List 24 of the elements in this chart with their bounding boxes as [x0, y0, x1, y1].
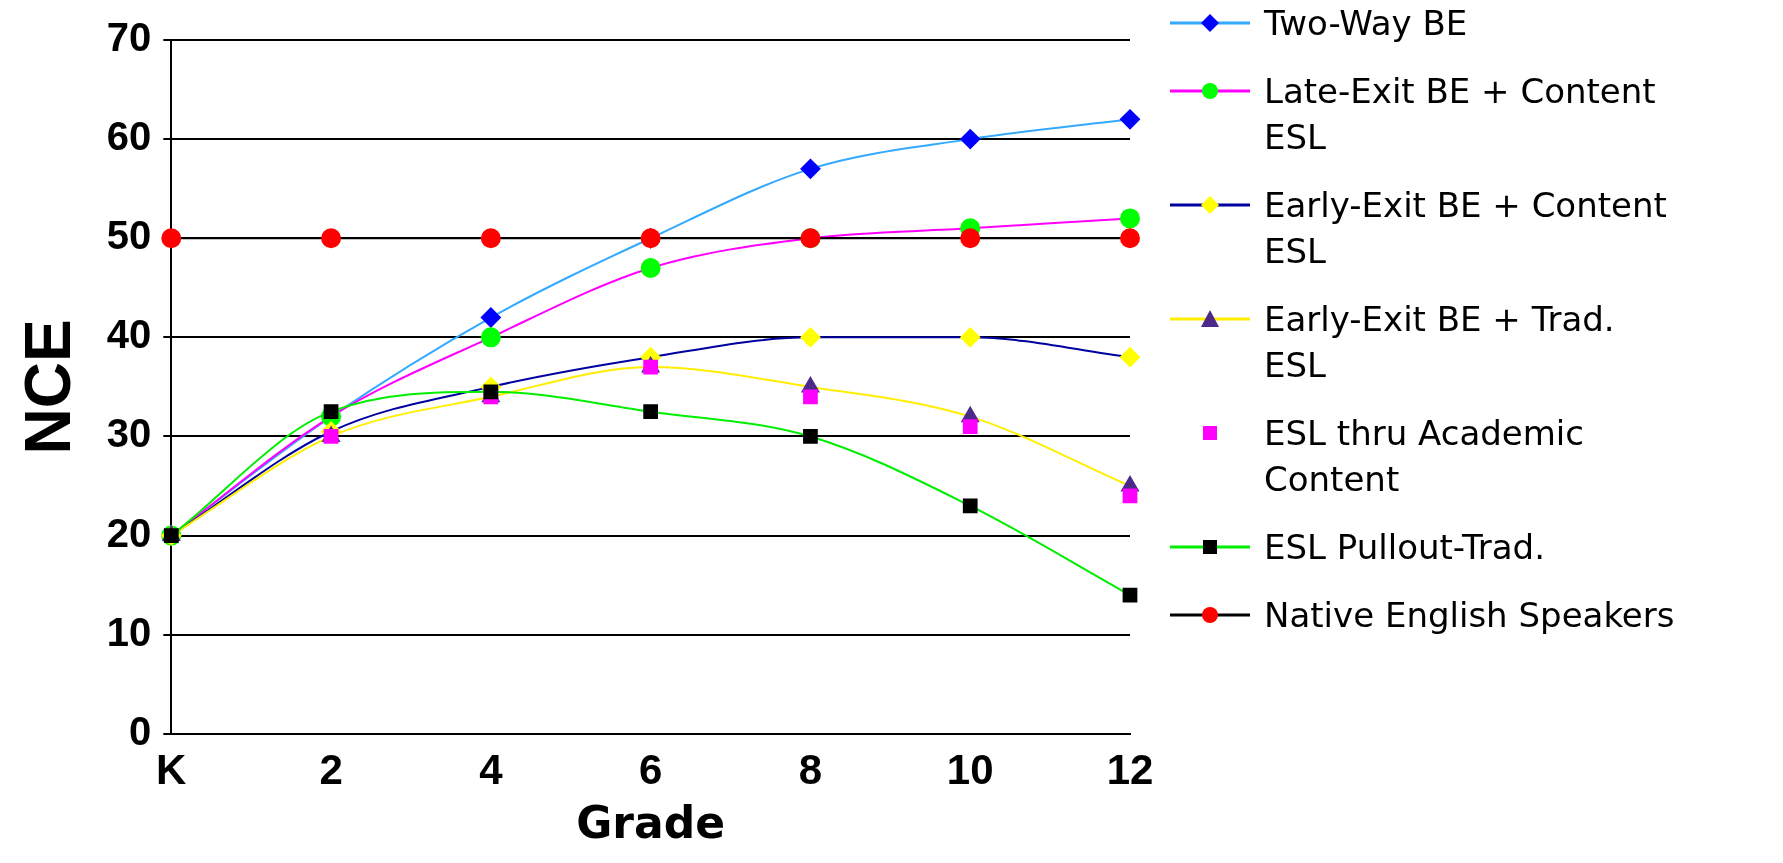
x-tick-label: K: [156, 745, 187, 793]
y-tick-label: 50: [106, 213, 152, 258]
x-tick-label: 6: [638, 745, 663, 793]
x-tick-label: 12: [1106, 745, 1154, 793]
y-tick-label: 10: [106, 609, 152, 654]
x-axis-title: Grade: [576, 797, 726, 849]
legend-label: Native English Speakers: [1264, 594, 1676, 637]
x-tick-label: 10: [946, 745, 994, 793]
y-tick-label: 40: [106, 312, 152, 357]
legend-label: ESL thru Academic Content: [1264, 412, 1585, 501]
y-axis-title: NCE: [12, 319, 85, 455]
legend-label: Early-Exit BE + Content ESL: [1264, 184, 1668, 273]
y-tick-label: 20: [106, 510, 152, 555]
legend-label: Early-Exit BE + Trad. ESL: [1264, 298, 1616, 387]
y-tick-label: 60: [106, 114, 152, 159]
y-tick-label: 0: [129, 708, 152, 753]
y-tick-label: 30: [106, 411, 152, 456]
x-tick-label: 4: [479, 745, 504, 793]
legend-label: ESL Pullout-Trad.: [1264, 526, 1546, 569]
x-tick-label: 2: [319, 745, 343, 793]
x-tick-label: 8: [798, 745, 823, 793]
legend-label: Late-Exit BE + Content ESL: [1264, 70, 1657, 159]
y-tick-label: 70: [106, 15, 152, 60]
legend-label: Two-Way BE: [1264, 2, 1469, 45]
